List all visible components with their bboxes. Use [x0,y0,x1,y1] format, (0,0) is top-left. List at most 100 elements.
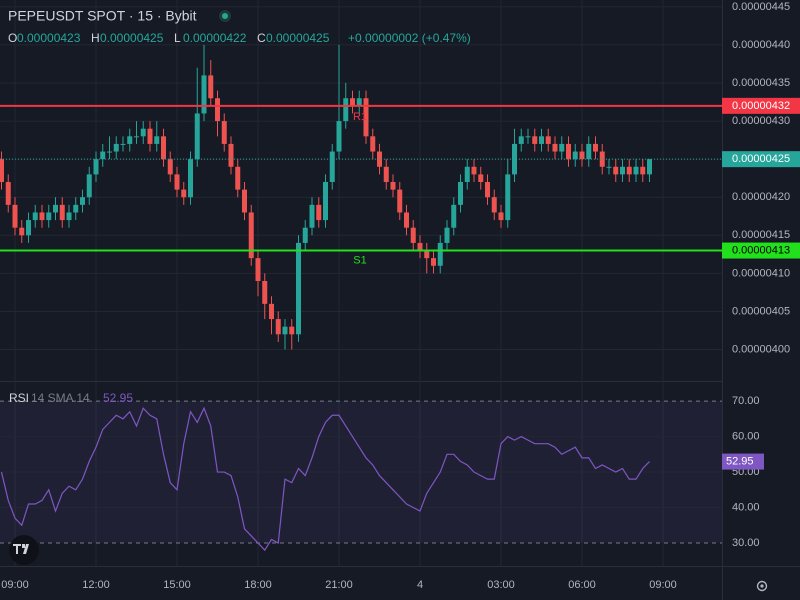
last-price-label: 0.00000425 [732,153,790,165]
candle-body [113,143,119,152]
chart-title: PEPEUSDT SPOT · 15 · Bybit [8,8,197,24]
ohlc-name: L [174,31,181,45]
ohlc-name: H [91,31,100,45]
y-tick-label: 0.00000435 [732,77,790,89]
candle-body [431,258,436,266]
x-tick-label: 03:00 [487,579,515,591]
candle-body [620,166,625,175]
candle-body [383,166,389,183]
candle-body [147,128,153,144]
candle-body [377,151,382,167]
candle-body [437,242,443,266]
candle-body [53,204,58,213]
candle-body [228,143,234,167]
candle-body [86,174,92,198]
status-dot [222,13,228,19]
x-tick-label: 09:00 [649,579,677,591]
level-name: S1 [353,254,366,266]
y-tick-label: 0.00000445 [732,1,790,13]
y-tick-label: 70.00 [732,395,760,407]
candle-body [498,212,504,221]
settings-icon[interactable] [756,580,768,592]
y-tick-label: 0.00000400 [732,343,790,355]
y-tick-label: 0.00000405 [732,305,790,317]
candle-body [424,250,430,259]
candle-body [410,227,416,243]
candle-body [444,227,450,243]
candle-body [100,151,106,160]
candle-body [532,136,538,144]
y-tick-label: 40.00 [732,501,760,513]
rsi-value: 52.95 [103,391,133,405]
candle-body [606,166,612,168]
candle-body [296,242,301,335]
level-name: R1 [353,111,367,123]
candle-body [39,212,45,221]
candle-body [134,136,139,138]
level-badge [722,97,800,114]
candle-body [282,326,288,335]
candle-body [12,204,18,228]
x-tick-label: 4 [417,579,423,591]
candle-body [66,212,72,221]
candle-body [336,121,342,152]
candle-body [154,136,160,144]
y-tick-label: 0.00000415 [732,229,790,241]
candle-body [350,98,355,106]
candle-body [46,212,52,221]
last-price-badge [722,151,800,168]
x-tick-label: 12:00 [82,579,110,591]
candle-body [181,189,187,198]
y-tick-label: 60.00 [732,430,760,442]
candle-body [329,151,335,183]
candle-body [120,143,126,145]
y-tick-label: 30.00 [732,537,760,549]
candle-body [174,174,180,190]
candle-body [599,151,605,167]
candle-body [269,303,274,320]
candle-body [221,121,227,144]
candle-body [59,204,65,221]
rsi-title: RSI [9,391,29,405]
x-tick-label: 06:00 [568,579,596,591]
ohlc-name: C [257,31,266,45]
candle-body [289,326,295,335]
ohlc-value: 0.00000422 [183,31,247,45]
candle-body [370,136,376,152]
candle-body [545,136,551,144]
candle-body [363,98,369,137]
candle-body [188,159,193,198]
candle-body [5,182,11,205]
candle-body [248,212,254,259]
candle-body [26,220,31,236]
candle-body [140,128,146,137]
ohlc-value: 0.00000423 [17,31,81,45]
candle-body [262,281,268,304]
candle-body [208,75,214,99]
candle-body [356,98,362,106]
y-tick-label: 0.00000410 [732,267,790,279]
x-tick-label: 09:00 [1,579,29,591]
candle-body [0,159,4,183]
candle-body [343,98,349,122]
ohlc-name: O [8,31,17,45]
candle-body [404,212,409,228]
candle-body [32,212,38,221]
candle-body [127,136,133,144]
x-tick-label: 21:00 [325,579,353,591]
candle-body [93,159,99,175]
candle-body [572,151,578,160]
candle-body [485,182,490,198]
candle-body [194,113,200,160]
candle-body [593,143,598,152]
candle-body [626,166,632,175]
ohlc-value: 0.00000425 [100,31,164,45]
candle-body [471,166,477,175]
candle-body [80,197,85,205]
candle-body [167,159,173,175]
candle-body [512,143,517,175]
level-badge-label: 0.00000432 [732,100,790,112]
x-tick-label: 15:00 [163,579,191,591]
